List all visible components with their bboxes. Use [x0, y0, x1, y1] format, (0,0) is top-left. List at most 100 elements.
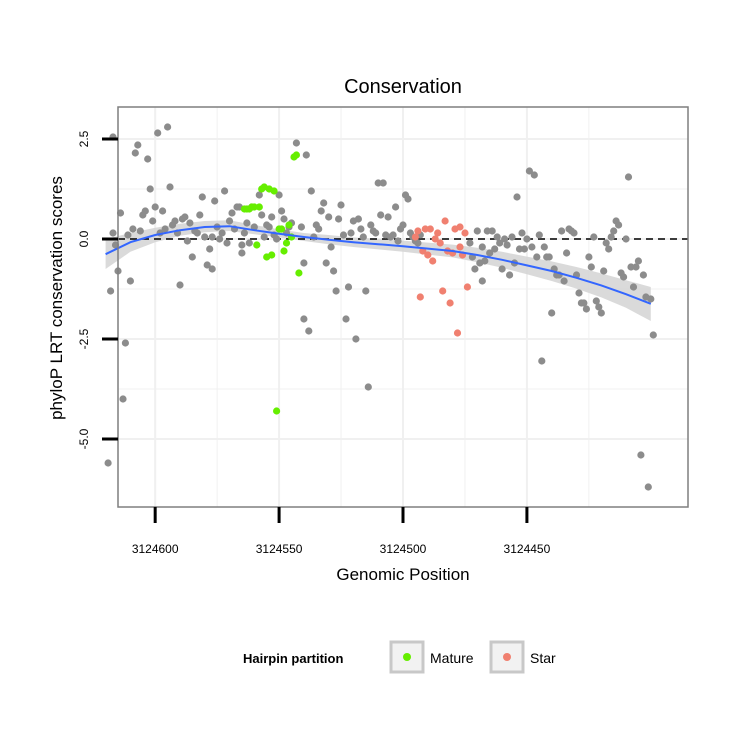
point-other [320, 199, 328, 207]
y-tick-label: 2.5 [77, 130, 91, 147]
point-other [278, 207, 286, 215]
point-other [275, 191, 283, 199]
point-other [575, 289, 583, 297]
point-other [498, 265, 506, 273]
point-star [439, 287, 447, 295]
point-other [496, 239, 504, 247]
point-star [456, 223, 464, 231]
point-other [585, 253, 593, 261]
point-other [372, 229, 380, 237]
point-other [300, 315, 308, 323]
point-other [518, 229, 526, 237]
point-other [563, 249, 571, 257]
point-other [307, 187, 315, 195]
legend-key-star [489, 640, 525, 674]
point-other [558, 227, 566, 235]
point-other [538, 357, 546, 365]
point-mature [250, 203, 258, 211]
point-other [466, 239, 474, 247]
point-other [607, 233, 615, 241]
point-other [335, 215, 343, 223]
x-tick-label: 3124600 [132, 542, 179, 556]
point-other [528, 243, 536, 251]
point-other [240, 229, 248, 237]
point-other [104, 459, 112, 467]
point-other [392, 203, 400, 211]
point-other [520, 245, 529, 253]
point-other [218, 229, 226, 237]
point-other [471, 265, 479, 273]
point-other [332, 287, 340, 295]
point-other [330, 267, 338, 275]
point-other [292, 139, 300, 147]
point-other [159, 207, 167, 215]
point-other [602, 239, 610, 247]
point-other [107, 287, 115, 295]
point-other [592, 297, 600, 305]
point-other [223, 239, 231, 247]
point-other [503, 241, 511, 249]
point-other [389, 231, 397, 239]
point-other [597, 309, 605, 317]
point-star [429, 257, 437, 265]
point-other [595, 303, 603, 311]
legend-title: Hairpin partition [243, 651, 343, 666]
point-other [302, 151, 310, 159]
point-star [421, 225, 429, 233]
point-other [146, 185, 154, 193]
point-other [560, 277, 568, 285]
point-other [327, 243, 335, 251]
point-other [545, 253, 553, 261]
point-other [203, 261, 211, 269]
point-other [364, 383, 372, 391]
point-other [508, 233, 516, 241]
point-other [196, 211, 204, 219]
point-other [622, 235, 630, 243]
point-mature [270, 187, 278, 195]
point-mature [280, 247, 288, 255]
point-star [441, 217, 449, 225]
point-other [121, 339, 129, 347]
point-other [273, 235, 281, 243]
point-other [129, 225, 137, 233]
point-other [644, 483, 652, 491]
point-other [488, 227, 496, 235]
point-star [463, 283, 471, 291]
point-other [639, 271, 648, 279]
point-other [317, 207, 325, 215]
point-other [176, 281, 184, 289]
point-other [164, 123, 172, 131]
point-other [478, 243, 486, 251]
point-other [201, 233, 209, 241]
point-mature [253, 241, 261, 249]
legend-swatch-mature [403, 653, 411, 661]
y-tick-label: -5.0 [77, 428, 91, 449]
point-other [161, 225, 169, 233]
point-other [513, 193, 521, 201]
point-other [126, 277, 134, 285]
point-other [211, 197, 219, 205]
point-other [325, 213, 333, 221]
point-other [478, 277, 486, 285]
point-other [530, 171, 538, 179]
point-other [124, 231, 132, 239]
point-other [384, 213, 392, 221]
point-other [258, 211, 266, 219]
point-other [171, 217, 179, 225]
point-other [486, 249, 494, 257]
smooth-trend-line [105, 225, 652, 305]
point-other [548, 309, 556, 317]
point-other [647, 295, 655, 303]
legend: Hairpin partition Mature Star [243, 640, 556, 674]
point-other [141, 207, 149, 215]
point-mature [292, 151, 300, 159]
point-star [453, 329, 462, 337]
chart-title: Conservation [344, 76, 462, 98]
point-other [166, 183, 174, 191]
point-other [322, 259, 330, 267]
point-other [119, 395, 127, 403]
point-other [359, 233, 367, 241]
point-other [523, 235, 531, 243]
point-other [525, 167, 534, 175]
point-other [238, 241, 246, 249]
